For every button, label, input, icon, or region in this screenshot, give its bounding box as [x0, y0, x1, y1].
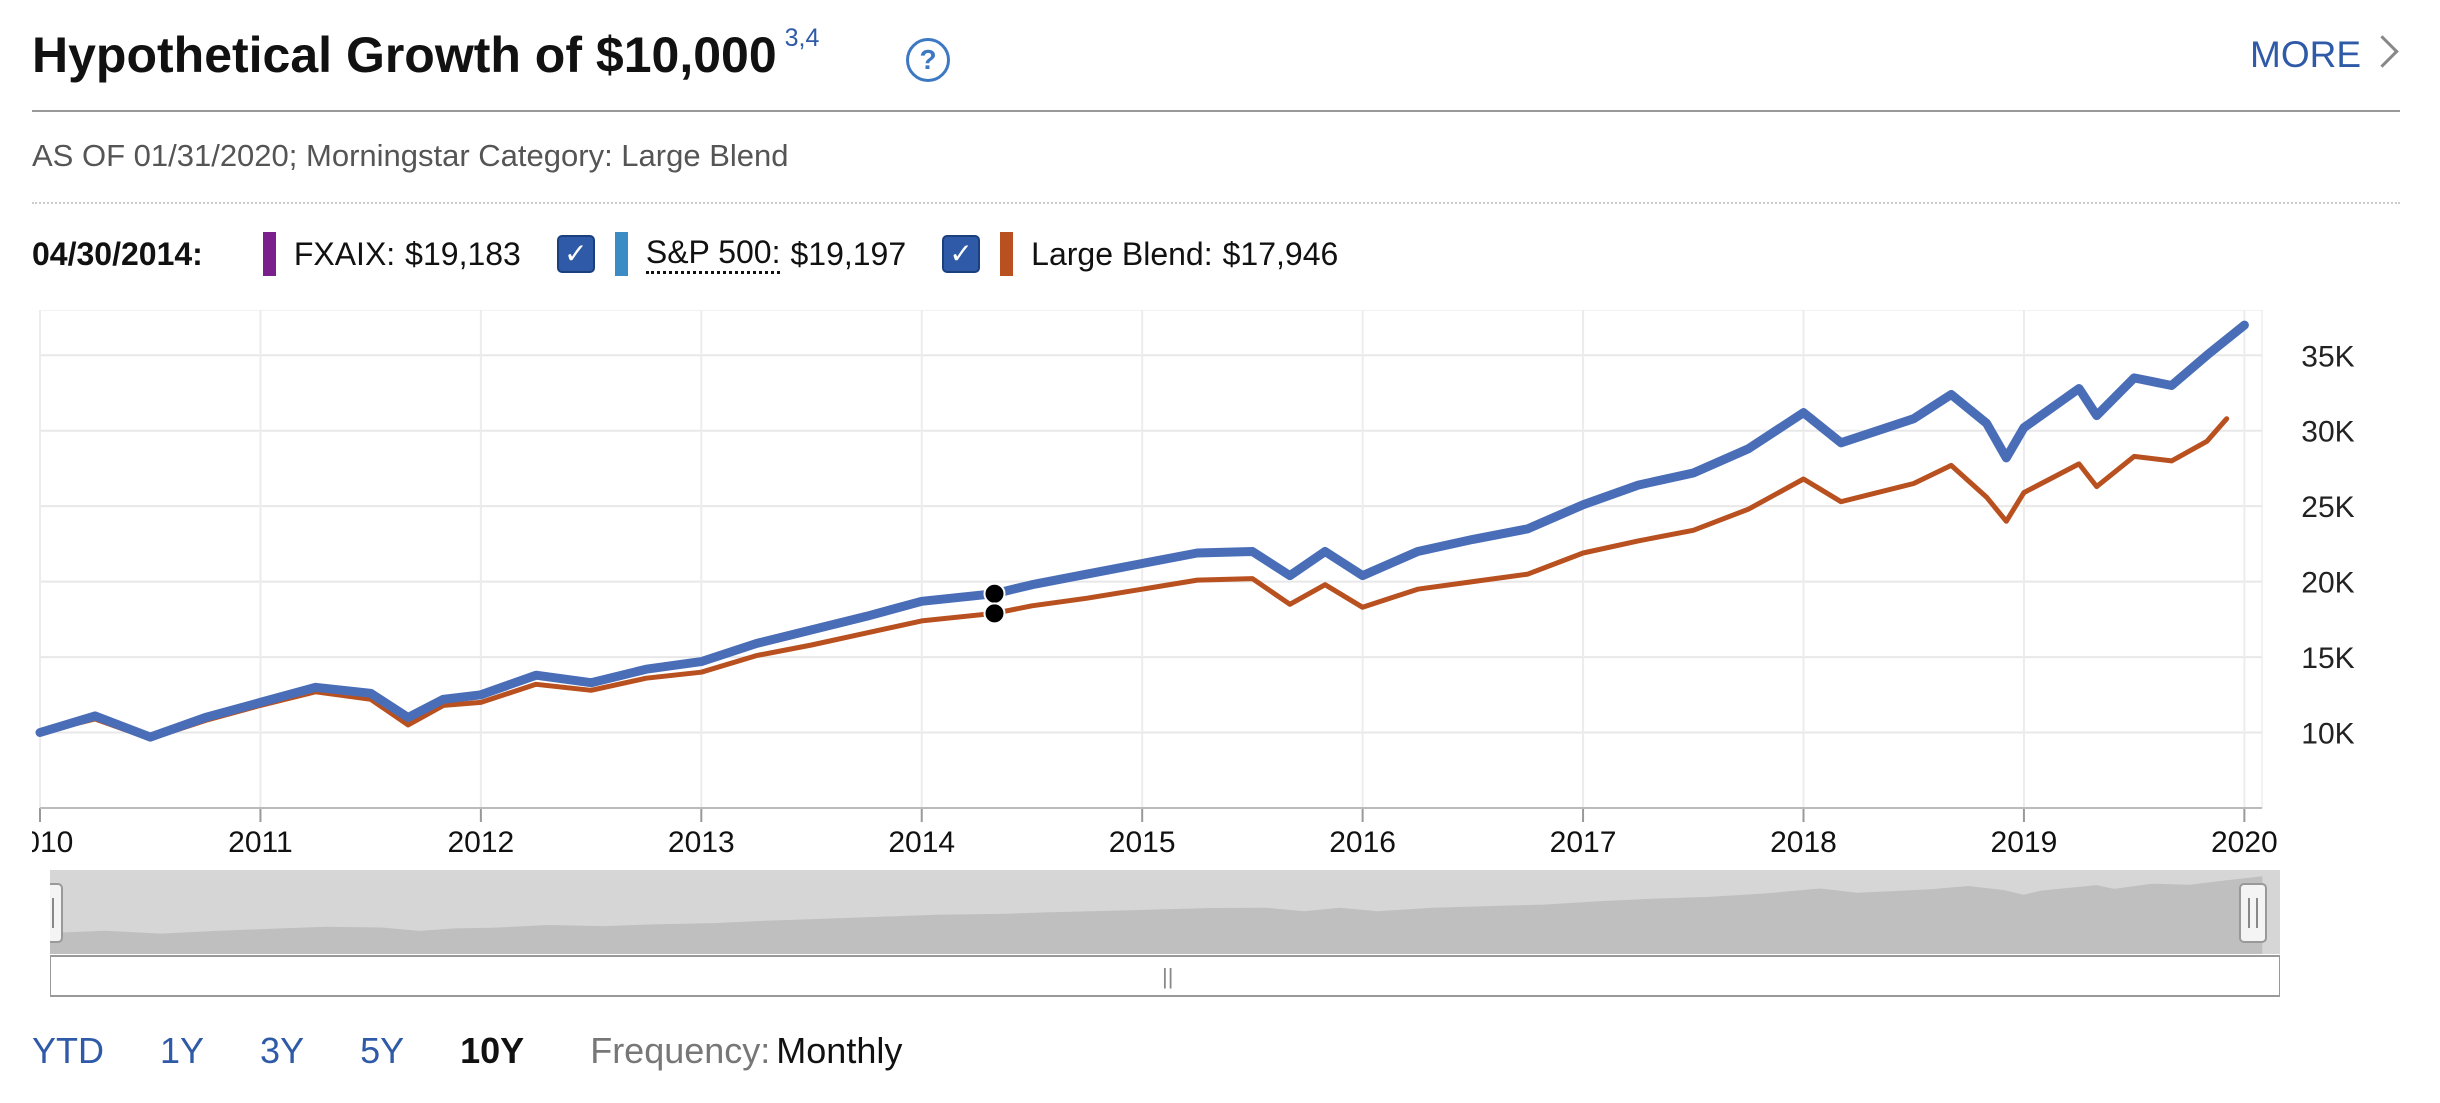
legend-date: 04/30/2014:	[32, 235, 203, 272]
legend-swatch-sp500	[614, 232, 628, 276]
legend: 04/30/2014: FXAIX: $19,183 ✓ S&P 500: $1…	[32, 232, 1338, 276]
x-tick-label: 2015	[1109, 826, 1176, 859]
x-tick-label: 2019	[1991, 826, 2058, 859]
marker-large-blend	[983, 602, 1006, 625]
series-line-sp500	[35, 320, 2249, 742]
checkbox-sp500[interactable]: ✓	[556, 235, 595, 273]
more-link[interactable]: MORE	[2250, 34, 2399, 76]
y-tick-label: 25K	[2301, 491, 2354, 524]
x-tick-label: 2011	[228, 826, 293, 859]
navigator-handle-left[interactable]	[50, 883, 63, 943]
question-circle-icon[interactable]: ?	[906, 38, 950, 82]
y-tick-label: 10K	[2301, 718, 2354, 751]
legend-item-sp500: S&P 500: $19,197	[614, 232, 907, 276]
x-tick-label: 2020	[2211, 826, 2278, 859]
x-tick-label: 2014	[888, 826, 955, 859]
legend-item-large-blend: Large Blend: $17,946	[1000, 232, 1338, 276]
navigator-handle-right[interactable]	[2239, 883, 2267, 943]
scrollbar-grip-icon[interactable]: ||	[1162, 964, 1173, 989]
checkbox-large-blend[interactable]: ✓	[942, 235, 981, 273]
period-selector: YTD 1Y 3Y 5Y 10Y Frequency: Monthly	[32, 1030, 902, 1072]
legend-name-fxaix: FXAIX:	[293, 235, 396, 272]
period-ytd[interactable]: YTD	[32, 1030, 104, 1071]
legend-swatch-large-blend	[1000, 232, 1014, 276]
as-of-text: AS OF 01/31/2020; Morningstar Category: …	[32, 138, 789, 173]
legend-swatch-fxaix	[262, 232, 276, 276]
chevron-right-icon	[2366, 35, 2399, 68]
period-3y[interactable]: 3Y	[260, 1030, 305, 1071]
x-tick-label: 2013	[668, 826, 735, 859]
range-navigator[interactable]: ||	[50, 870, 2280, 1000]
dotted-divider	[32, 202, 2400, 204]
y-tick-label: 35K	[2301, 340, 2354, 373]
x-tick-label: 2016	[1329, 826, 1396, 859]
hover-markers	[983, 582, 1006, 625]
title-text: Hypothetical Growth of $10,000	[32, 27, 777, 83]
x-tick-label: 2012	[447, 826, 514, 859]
legend-value-fxaix: $19,183	[405, 235, 521, 272]
chart-title: Hypothetical Growth of $10,000 3,4	[32, 24, 819, 84]
more-label[interactable]: MORE	[2250, 34, 2361, 75]
legend-name-large-blend: Large Blend:	[1031, 235, 1213, 272]
x-tick-label: 2017	[1550, 826, 1617, 859]
legend-name-sp500[interactable]: S&P 500:	[645, 234, 781, 274]
y-axis: 10K 15K 20K 25K 30K 35K	[2301, 340, 2354, 750]
x-tick-label: 2018	[1770, 826, 1837, 859]
legend-value-sp500: $19,197	[790, 235, 907, 272]
period-1y[interactable]: 1Y	[160, 1030, 205, 1071]
navigator-series-area	[50, 876, 2263, 954]
series-line-large-blend	[37, 416, 2230, 742]
series-lines	[35, 320, 2249, 742]
title-divider	[32, 110, 2400, 112]
y-tick-label: 15K	[2301, 642, 2354, 675]
marker-sp500	[983, 582, 1006, 605]
footnote-link[interactable]: 3,4	[784, 24, 820, 52]
y-tick-label: 30K	[2301, 416, 2354, 449]
y-tick-label: 20K	[2301, 567, 2354, 600]
frequency-label: Frequency:	[590, 1030, 771, 1071]
frequency-value[interactable]: Monthly	[776, 1030, 903, 1071]
period-5y[interactable]: 5Y	[360, 1030, 405, 1071]
legend-item-fxaix: FXAIX: $19,183	[262, 232, 521, 276]
navigator-scrollbar[interactable]	[50, 955, 2280, 997]
period-10y[interactable]: 10Y	[460, 1030, 525, 1071]
legend-value-large-blend: $17,946	[1222, 235, 1339, 272]
